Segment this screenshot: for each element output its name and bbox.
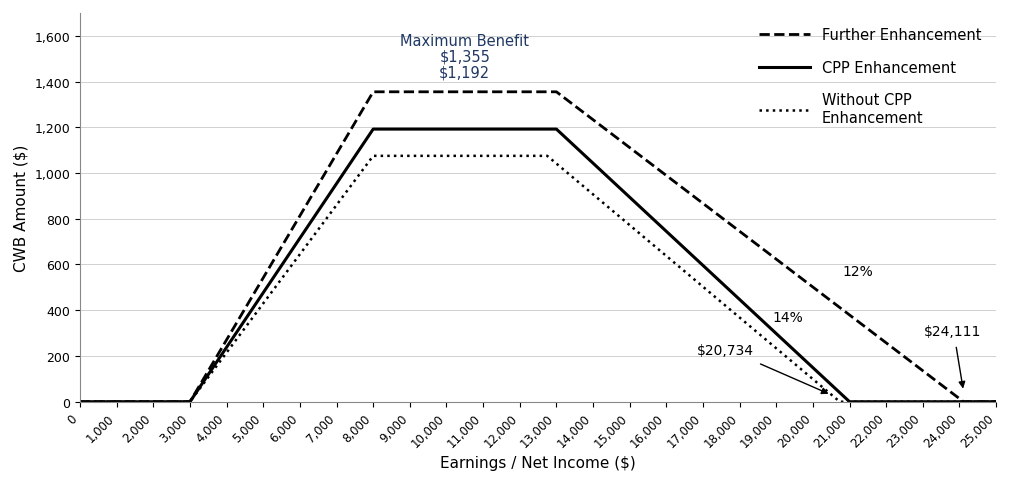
Text: $1,355: $1,355: [439, 50, 490, 65]
CPP Enhancement: [74, 399, 86, 405]
Without CPP
Enhancement: [367, 153, 379, 159]
Line: CPP Enhancement: CPP Enhancement: [80, 130, 996, 402]
Line: Without CPP
Enhancement: Without CPP Enhancement: [80, 156, 996, 402]
CPP Enhancement: [184, 399, 196, 405]
Text: Maximum Benefit: Maximum Benefit: [400, 34, 529, 49]
CPP Enhancement: [990, 399, 1002, 405]
Text: $1,192: $1,192: [439, 66, 490, 81]
Text: $24,111: $24,111: [923, 325, 981, 339]
CPP Enhancement: [843, 399, 855, 405]
Without CPP
Enhancement: [184, 399, 196, 405]
Text: $20,734: $20,734: [697, 343, 753, 357]
Further Enhancement: [184, 399, 196, 405]
CPP Enhancement: [550, 127, 563, 133]
Without CPP
Enhancement: [990, 399, 1002, 405]
Text: 14%: 14%: [773, 310, 803, 324]
Further Enhancement: [550, 90, 563, 95]
Further Enhancement: [367, 90, 379, 95]
Legend: Further Enhancement, CPP Enhancement, Without CPP
Enhancement: Further Enhancement, CPP Enhancement, Wi…: [752, 21, 989, 133]
CPP Enhancement: [367, 127, 379, 133]
Text: 12%: 12%: [842, 264, 873, 278]
Further Enhancement: [990, 399, 1002, 405]
X-axis label: Earnings / Net Income ($): Earnings / Net Income ($): [440, 455, 636, 470]
Without CPP
Enhancement: [74, 399, 86, 405]
Line: Further Enhancement: Further Enhancement: [80, 92, 996, 402]
Without CPP
Enhancement: [541, 153, 553, 159]
Y-axis label: CWB Amount ($): CWB Amount ($): [14, 144, 29, 272]
Further Enhancement: [74, 399, 86, 405]
Further Enhancement: [957, 399, 970, 405]
Without CPP
Enhancement: [833, 399, 845, 405]
